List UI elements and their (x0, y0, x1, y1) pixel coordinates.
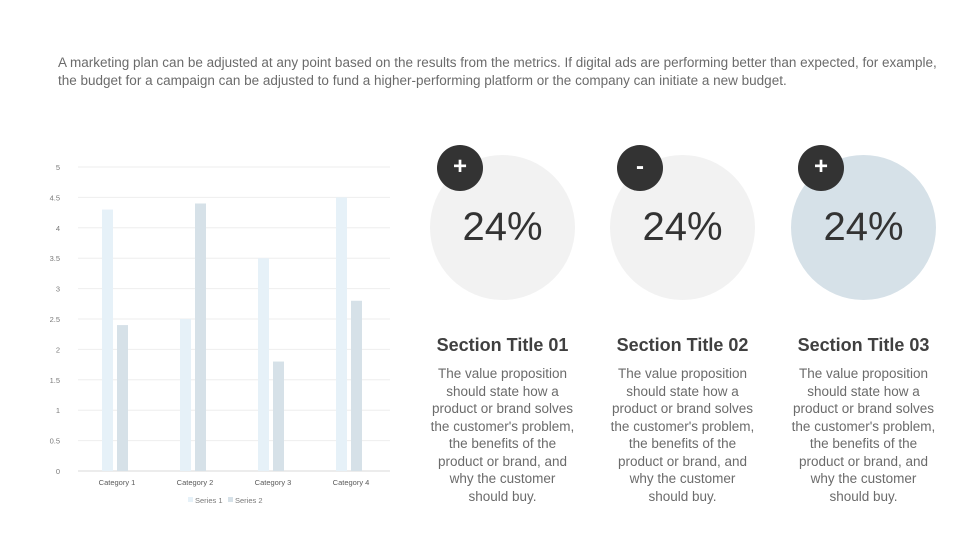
bar (273, 361, 284, 471)
stat-card-2: - 24% Section Title 02 The value proposi… (610, 145, 760, 515)
y-tick-label: 1.5 (50, 376, 60, 385)
x-category-label: Category 3 (255, 478, 292, 487)
minus-badge-icon: - (617, 145, 663, 191)
stat-value: 24% (462, 205, 543, 249)
section-title: Section Title 03 (797, 335, 930, 355)
section-title: Section Title 02 (616, 335, 749, 355)
stat-value: 24% (642, 205, 723, 249)
y-tick-label: 0 (56, 467, 60, 476)
x-category-label: Category 4 (333, 478, 370, 487)
bar (351, 300, 362, 471)
y-tick-label: 0.5 (50, 437, 60, 446)
legend-label: Series 1 (195, 496, 223, 505)
plus-badge-icon: + (437, 145, 483, 191)
y-tick-label: 5 (56, 163, 60, 172)
stat-card-1: + 24% Section Title 01 The value proposi… (430, 145, 580, 515)
stat-value: 24% (823, 205, 904, 249)
y-tick-label: 4.5 (50, 193, 60, 202)
y-tick-label: 3 (56, 285, 60, 294)
intro-paragraph: A marketing plan can be adjusted at any … (58, 55, 937, 88)
y-tick-label: 1 (56, 406, 60, 415)
y-tick-label: 2.5 (50, 315, 60, 324)
bar (195, 203, 206, 472)
y-tick-label: 2 (56, 345, 60, 354)
y-tick-label: 4 (56, 224, 60, 233)
bar-chart-svg: 0 0.5 1 1.5 2 2.5 3 3.5 4 4.5 5 Category 1 Category … (50, 163, 390, 505)
y-tick-label: 3.5 (50, 254, 60, 263)
legend-swatch (188, 497, 193, 502)
bar (180, 319, 191, 471)
legend-swatch (228, 497, 233, 502)
section-description: The value proposition should state how a… (791, 366, 936, 504)
x-category-label: Category 2 (177, 478, 214, 487)
x-category-label: Category 1 (99, 478, 136, 487)
bar-chart: 0 0.5 1 1.5 2 2.5 3 3.5 4 4.5 5 Category 1 Category … (40, 155, 400, 515)
bar (117, 325, 128, 471)
bar (336, 197, 347, 471)
bar (258, 258, 269, 471)
section-description: The value proposition should state how a… (430, 366, 575, 504)
section-title: Section Title 01 (436, 335, 569, 355)
bar (102, 209, 113, 471)
plus-badge-icon: + (798, 145, 844, 191)
stat-card-3: + 24% Section Title 03 The value proposi… (791, 145, 941, 515)
section-description: The value proposition should state how a… (610, 366, 755, 504)
legend-label: Series 2 (235, 496, 263, 505)
